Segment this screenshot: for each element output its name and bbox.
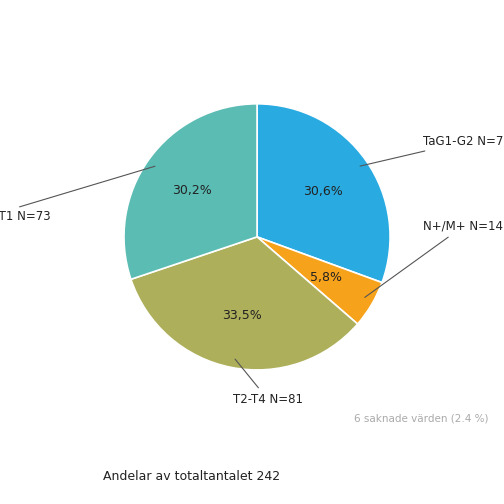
Text: 30,6%: 30,6% xyxy=(302,184,342,198)
Wedge shape xyxy=(124,104,257,279)
Text: 33,5%: 33,5% xyxy=(222,309,262,322)
Wedge shape xyxy=(257,237,382,324)
Wedge shape xyxy=(257,104,390,283)
Text: TaG1-G2 N=74: TaG1-G2 N=74 xyxy=(360,135,504,166)
Text: N+/M+ N=14: N+/M+ N=14 xyxy=(365,220,503,297)
Text: T2-T4 N=81: T2-T4 N=81 xyxy=(233,359,303,406)
Text: 30,2%: 30,2% xyxy=(172,184,212,197)
Text: TaG3,Tis och T1 N=73: TaG3,Tis och T1 N=73 xyxy=(0,166,155,223)
Text: Andelar av totaltantalet 242: Andelar av totaltantalet 242 xyxy=(103,470,280,483)
Wedge shape xyxy=(131,237,358,370)
Text: 5,8%: 5,8% xyxy=(310,271,342,284)
Text: 6 saknade värden (2.4 %): 6 saknade värden (2.4 %) xyxy=(354,413,489,423)
